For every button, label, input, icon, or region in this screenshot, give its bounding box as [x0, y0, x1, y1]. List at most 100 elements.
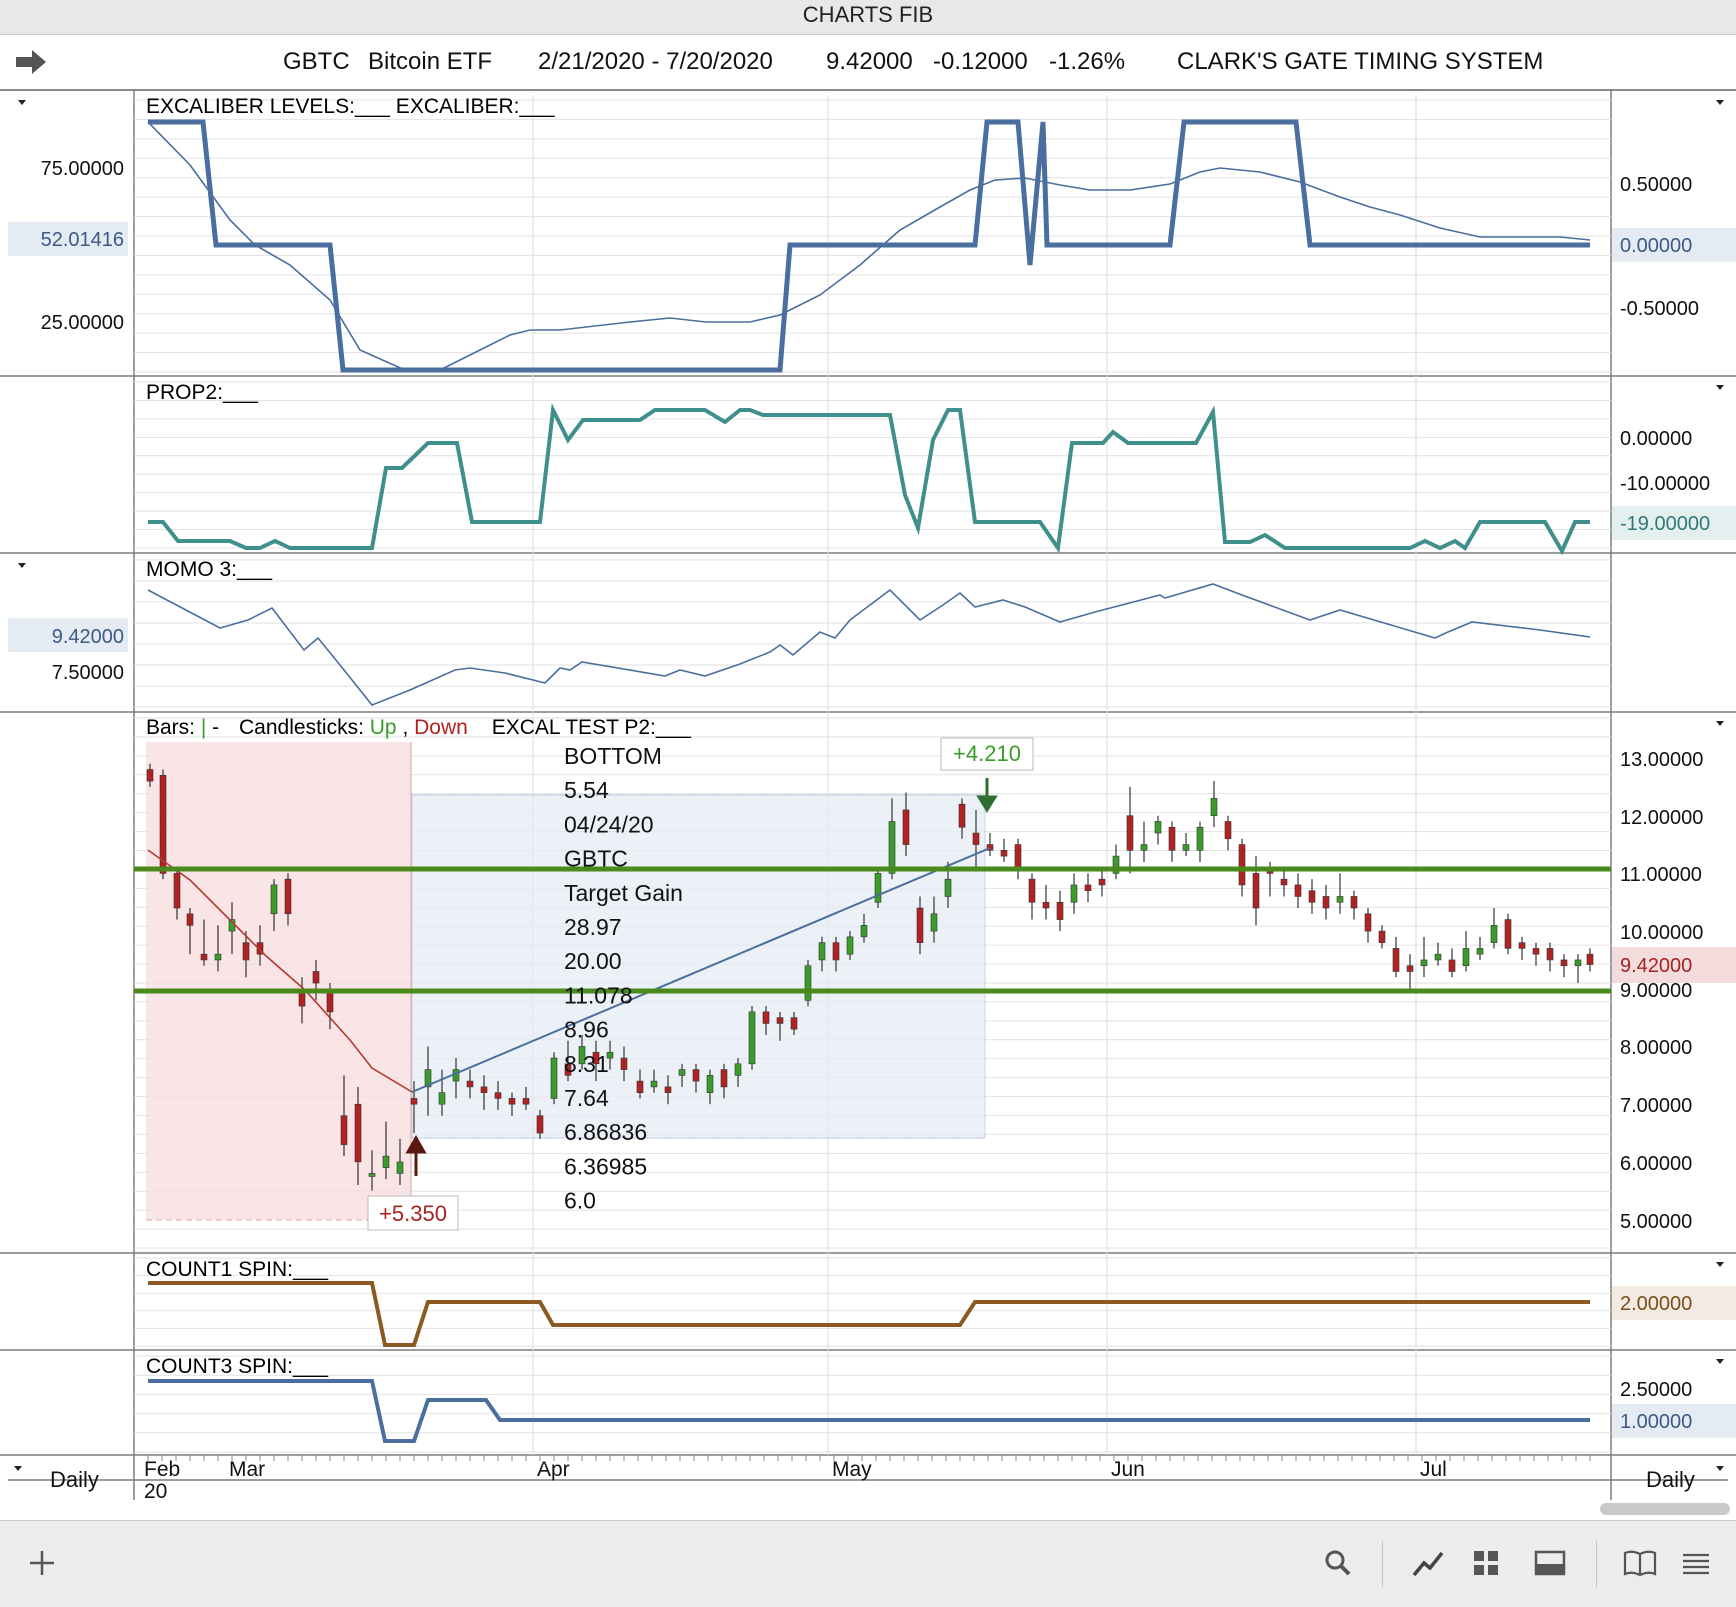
excaliber-left-tick: 75.00000	[41, 158, 124, 180]
momo3-panel-label: MOMO 3:___	[146, 558, 272, 581]
candle-body	[944, 878, 952, 897]
month-label: May	[832, 1458, 872, 1481]
menu-icon[interactable]	[1676, 1543, 1716, 1583]
candle-body	[578, 1046, 586, 1065]
target-info-item: 6.36985	[564, 1153, 647, 1179]
target-info-item: 7.64	[564, 1085, 609, 1111]
add-icon[interactable]	[22, 1543, 62, 1583]
price-right-tick: 12.00000	[1620, 807, 1703, 829]
candle-body	[748, 1011, 756, 1065]
panel-menu-triangle-icon[interactable]	[1716, 721, 1724, 726]
window-title: CHARTS FIB	[0, 0, 1736, 35]
bottom-toolbar	[0, 1520, 1736, 1607]
candle-body	[1518, 942, 1526, 949]
chart-area[interactable]: EXCALIBER LEVELS:___ EXCALIBER:___ PROP2…	[0, 90, 1736, 1503]
bars-legend-label: Bars:	[146, 716, 195, 739]
svg-text:+5.350: +5.350	[379, 1201, 447, 1226]
month-label: Feb	[144, 1458, 180, 1481]
candle-body	[1028, 878, 1036, 903]
candle-body	[734, 1063, 742, 1076]
candle-body	[818, 942, 826, 961]
count3-right-marker: 1.00000	[1612, 1404, 1736, 1438]
candle-body	[466, 1080, 474, 1088]
candle-body	[550, 1057, 558, 1099]
bars-legend-symbol: |	[201, 716, 206, 739]
candle-body	[1056, 901, 1064, 920]
candle-body	[972, 832, 980, 845]
candle-body	[1574, 959, 1582, 967]
candle-body	[146, 769, 154, 782]
svg-text:-19.00000: -19.00000	[1620, 513, 1710, 535]
candle-body	[522, 1098, 530, 1105]
panel-menu-triangle-icon[interactable]	[1716, 1359, 1724, 1364]
candle-body	[1252, 873, 1260, 909]
price-right-tick: 9.00000	[1620, 980, 1692, 1002]
forward-arrow-icon[interactable]	[14, 47, 48, 77]
candle-body	[678, 1069, 686, 1076]
horizontal-scrollbar[interactable]	[1600, 1503, 1730, 1515]
target-info-item: 20.00	[564, 948, 622, 974]
candle-body	[1434, 953, 1442, 961]
period-right-label[interactable]: Daily	[1646, 1467, 1695, 1492]
search-icon[interactable]	[1318, 1543, 1358, 1583]
candle-body	[1098, 878, 1106, 886]
svg-text:9.42000: 9.42000	[1620, 955, 1692, 977]
book-icon[interactable]	[1620, 1543, 1660, 1583]
candle-body	[860, 925, 868, 938]
candle-body	[1322, 896, 1330, 909]
period-left-label[interactable]: Daily	[50, 1467, 99, 1492]
target-info-item: 8.96	[564, 1017, 609, 1043]
candle-body	[1546, 948, 1554, 961]
price-right-tick: 13.00000	[1620, 749, 1703, 771]
candle-body	[1280, 878, 1288, 886]
candle-body	[438, 1092, 446, 1105]
grid-layout-icon[interactable]	[1466, 1543, 1506, 1583]
momo3-left-marker: 9.42000	[8, 618, 128, 652]
candle-body	[874, 873, 882, 903]
candle-body	[1336, 896, 1344, 903]
lower-gain-label: +5.350	[367, 1195, 459, 1231]
candle-body	[564, 1063, 572, 1076]
candle-body	[186, 913, 194, 926]
excaliber-panel-label: EXCALIBER LEVELS:___ EXCALIBER:___	[146, 95, 555, 118]
chart-canvas[interactable]: EXCALIBER LEVELS:___ EXCALIBER:___ PROP2…	[0, 90, 1736, 1503]
price-right-tick: 11.00000	[1620, 864, 1702, 886]
candle-body	[1112, 855, 1120, 874]
count3-right-tick: 2.50000	[1620, 1379, 1692, 1401]
candle-body	[200, 953, 208, 961]
candle-body	[508, 1098, 516, 1105]
candle-body	[536, 1115, 544, 1134]
price-right-tick: 10.00000	[1620, 922, 1703, 944]
panel-menu-triangle-icon[interactable]	[18, 100, 26, 105]
candle-body	[916, 907, 924, 943]
count1-panel-label: COUNT1 SPIN:___	[146, 1258, 328, 1281]
timing-system-name: CLARK'S GATE TIMING SYSTEM	[1177, 48, 1544, 75]
month-label: Jun	[1111, 1458, 1145, 1481]
candle-body	[606, 1051, 614, 1059]
panel-menu-triangle-icon[interactable]	[1716, 1262, 1724, 1267]
period-menu-triangle-icon[interactable]	[14, 1466, 22, 1471]
candle-body	[1014, 844, 1022, 868]
candle-body	[256, 942, 264, 955]
symbol-name: Bitcoin ETF	[368, 48, 493, 75]
panel-layout-icon[interactable]	[1530, 1543, 1570, 1583]
target-info-item: 5.54	[564, 777, 609, 803]
candle-body	[214, 953, 222, 961]
panel-menu-triangle-icon[interactable]	[1716, 385, 1724, 390]
period-menu-triangle-icon[interactable]	[1716, 1466, 1724, 1471]
prop2-right-marker: -19.00000	[1612, 506, 1736, 540]
candle-body	[1448, 959, 1456, 972]
excaliber-right-tick: 0.50000	[1620, 174, 1692, 196]
target-info-item: GBTC	[564, 846, 628, 872]
prop2-right-tick: 0.00000	[1620, 428, 1692, 450]
candle-body	[664, 1086, 672, 1093]
candles-legend-label: Candlesticks:	[239, 716, 364, 739]
panel-menu-triangle-icon[interactable]	[1716, 100, 1724, 105]
candle-body	[762, 1011, 770, 1024]
candle-body	[1196, 826, 1204, 851]
last-price: 9.42000	[826, 48, 913, 75]
candle-body	[720, 1069, 728, 1088]
count3-panel-label: COUNT3 SPIN:___	[146, 1355, 328, 1378]
panel-menu-triangle-icon[interactable]	[18, 563, 26, 568]
line-chart-icon[interactable]	[1408, 1543, 1448, 1583]
